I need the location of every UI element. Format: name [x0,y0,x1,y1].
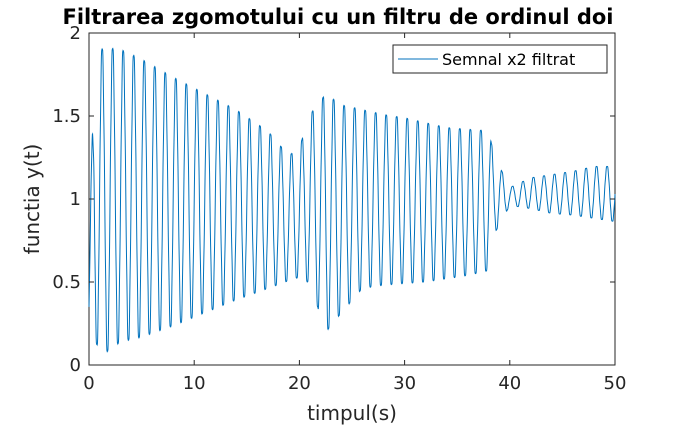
x-axis-label: timpul(s) [307,401,397,425]
y-tick-label: 1 [70,189,81,210]
series-line-layer [88,47,616,354]
x-tick-label: 10 [183,373,206,394]
y-axis-label: functia y(t) [20,144,44,255]
legend-entry-label: Semnal x2 filtrat [442,50,575,69]
x-tick-label: 50 [604,373,627,394]
chart-title: Filtrarea zgomotului cu un filtru de ord… [62,5,613,29]
y-tick-label: 1.5 [52,106,81,127]
x-tick-label: 30 [393,373,416,394]
legend: Semnal x2 filtrat [392,44,608,74]
x-tick-label: 0 [83,373,94,394]
y-tick-label: 0 [70,355,81,376]
tick-layer: 0 10 20 30 40 50 0 0.5 1 1.5 2 [52,23,626,394]
x-tick-label: 20 [288,373,311,394]
plot-area: 0 10 20 30 40 50 0 0.5 1 1.5 2 [52,23,626,394]
series-line [88,47,616,354]
y-tick-label: 0.5 [52,272,81,293]
x-tick-label: 40 [498,373,521,394]
y-tick-label: 2 [70,23,81,44]
